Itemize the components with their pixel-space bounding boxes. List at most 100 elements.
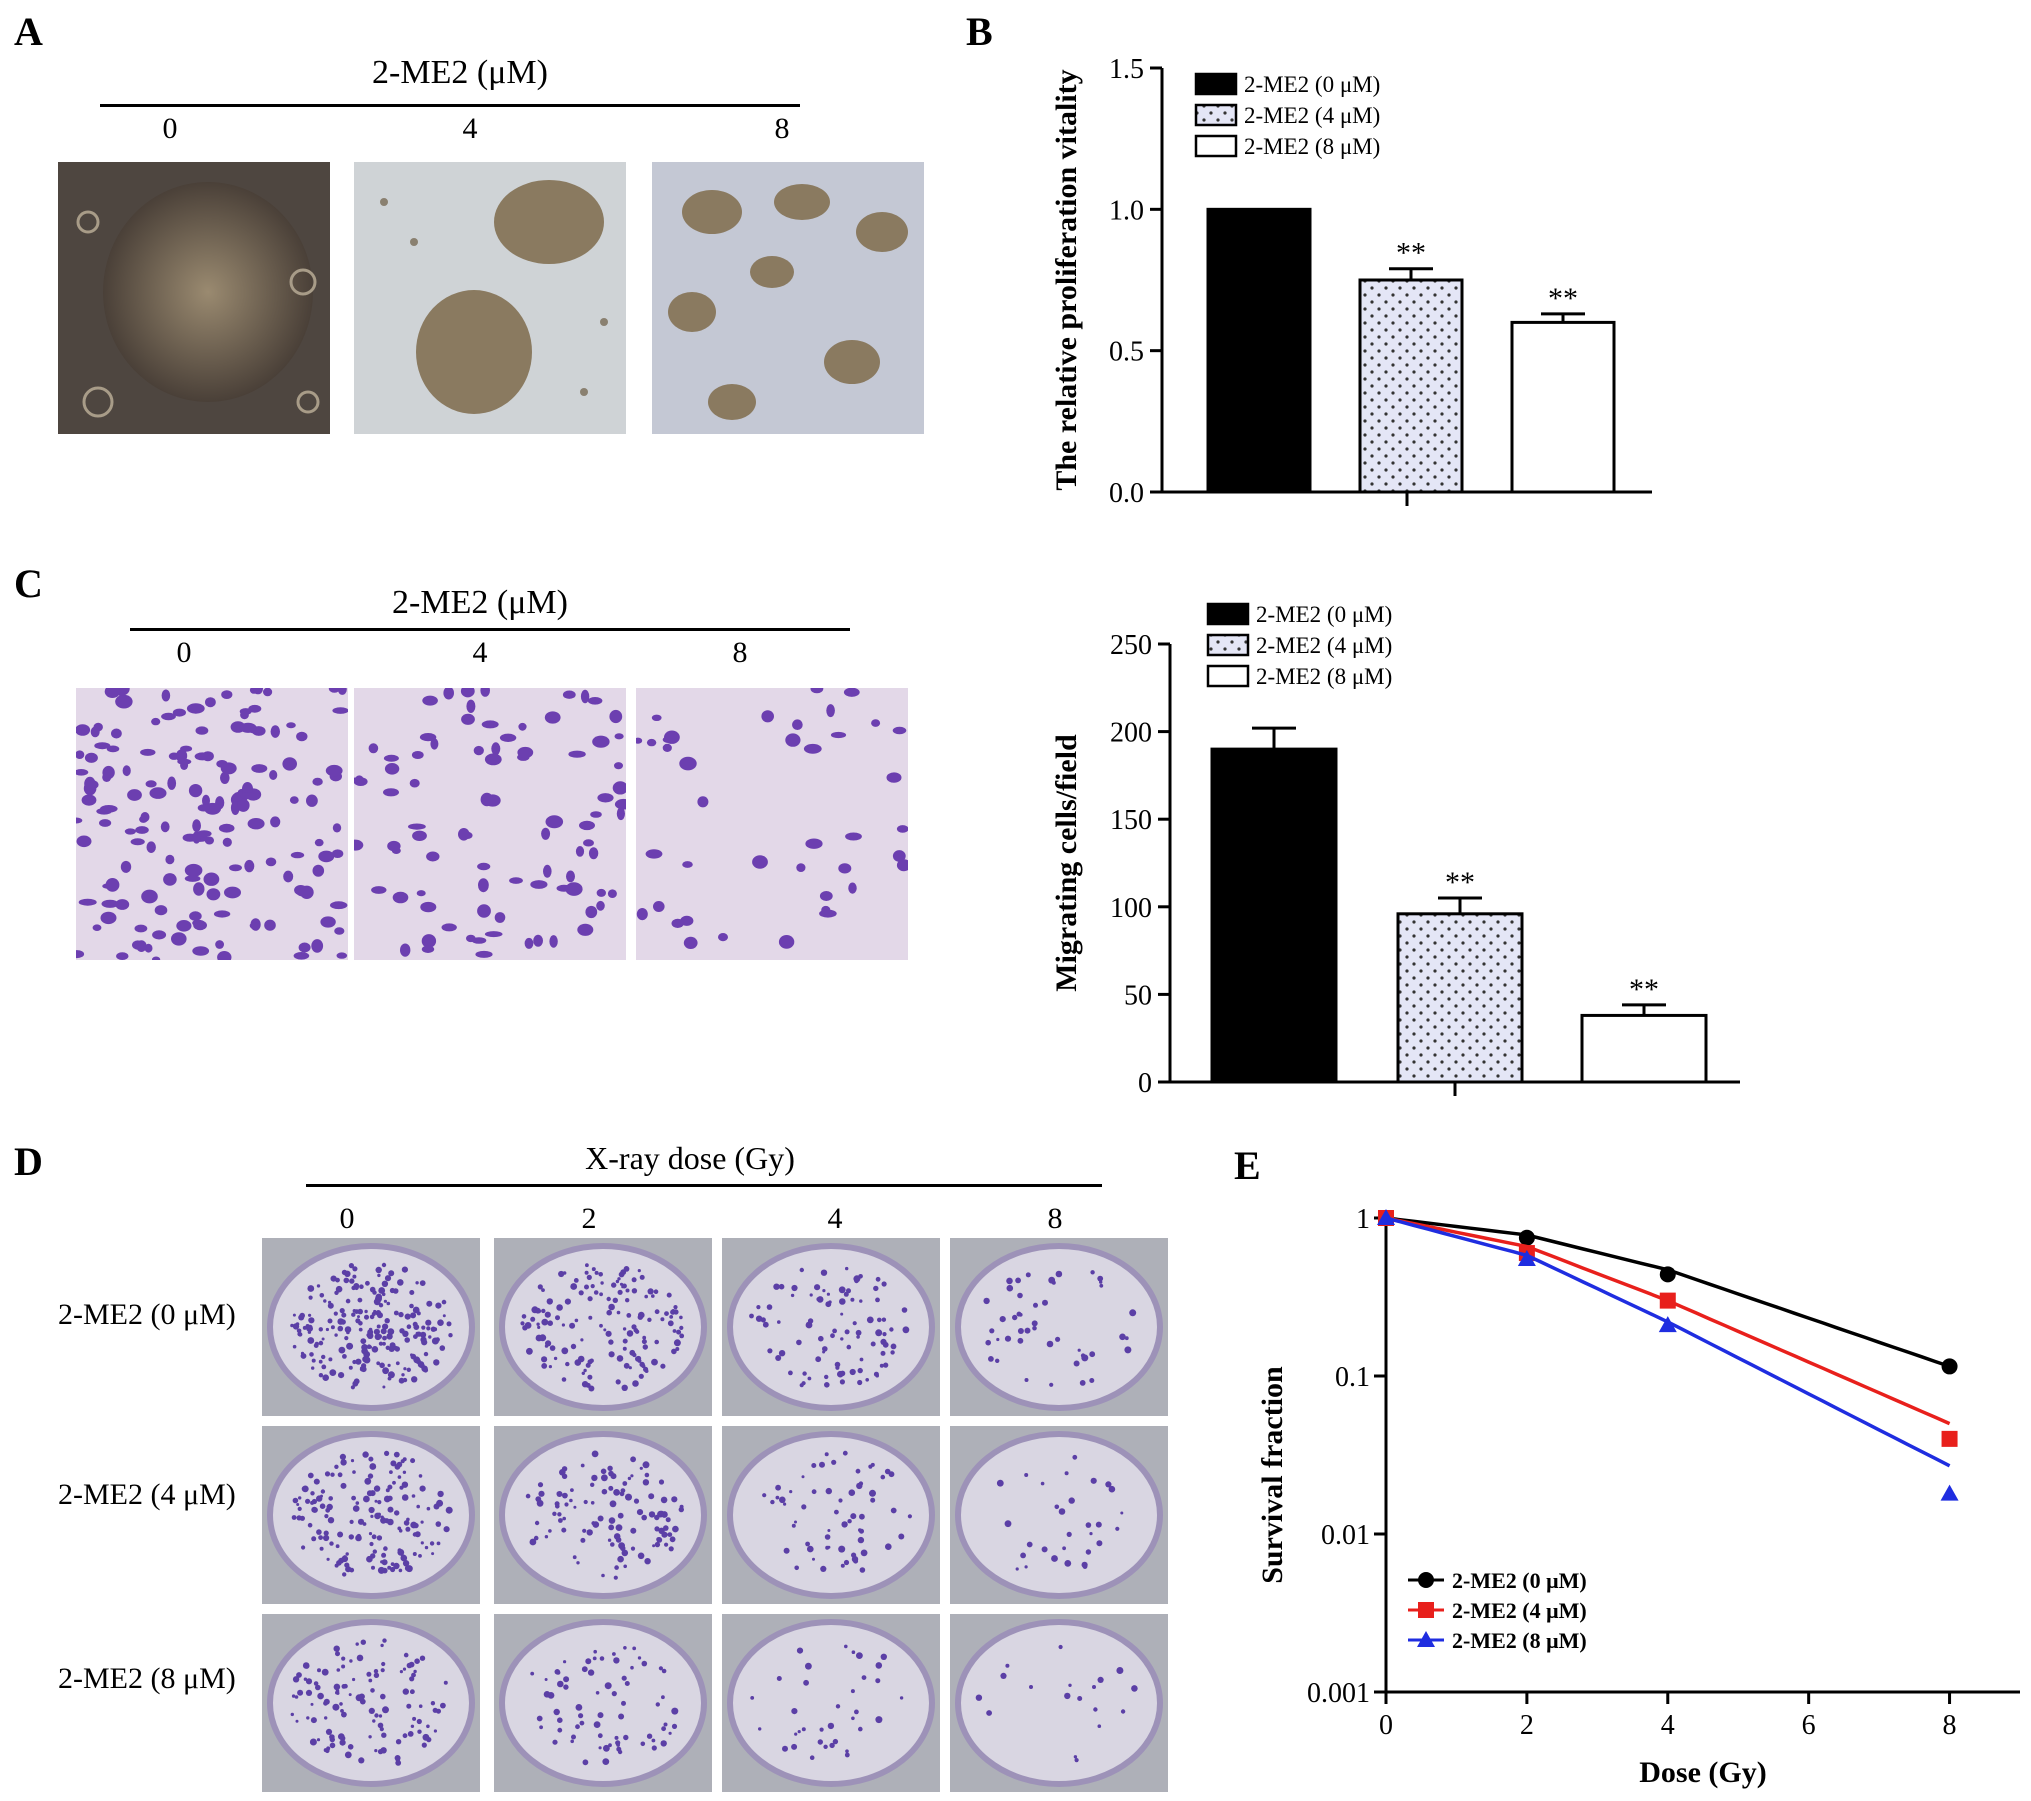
colony-dot — [553, 1356, 558, 1361]
stained-cell — [221, 690, 233, 699]
colony-dot — [1048, 1276, 1056, 1284]
colony-dot — [811, 1463, 817, 1468]
panel-a-conc-4: 4 — [462, 112, 478, 145]
colony-dot — [365, 1280, 370, 1286]
colony-dot — [605, 1330, 612, 1337]
colony-dot — [1079, 1380, 1086, 1386]
colony-dot — [1073, 1755, 1078, 1759]
colony-dot — [758, 1727, 762, 1731]
colony-dot — [380, 1517, 387, 1524]
colony-dot — [368, 1678, 373, 1683]
panel-d-row-label-4: 2-ME2 (4 μM) — [58, 1478, 236, 1511]
colony-dot — [777, 1320, 781, 1324]
colony-dot — [988, 1356, 994, 1362]
colony-dot — [631, 1288, 638, 1294]
stained-cell — [213, 910, 231, 918]
colony-dot — [654, 1339, 659, 1345]
stained-cell — [298, 942, 311, 953]
stained-cell — [270, 816, 281, 828]
data-point — [1940, 1484, 1959, 1501]
x-tick-label: 4 — [1661, 1710, 1675, 1741]
stained-cell — [383, 754, 399, 762]
colony-dot — [335, 1651, 340, 1657]
colony-dot — [387, 1518, 394, 1526]
colony-dot — [322, 1374, 329, 1381]
stained-cell — [312, 777, 323, 786]
colony-dot — [644, 1294, 648, 1299]
colony-dot — [1004, 1335, 1012, 1342]
stained-cell — [383, 788, 399, 797]
panel-c-header: 2-ME2 (μM) — [392, 584, 568, 621]
colony-dot — [809, 1755, 815, 1760]
colony-dot — [393, 1310, 399, 1316]
colony-dish-photo — [722, 1426, 940, 1604]
colony-dot — [329, 1742, 336, 1749]
colony-dot — [373, 1328, 380, 1335]
colony-dot — [591, 1267, 596, 1272]
colony-dot — [613, 1575, 618, 1580]
colony-dot — [856, 1652, 863, 1659]
stained-cell — [466, 699, 476, 713]
colony-dot — [660, 1740, 667, 1747]
legend-marker — [1417, 1631, 1435, 1647]
colony-dot — [409, 1290, 415, 1295]
stained-cell — [295, 885, 311, 897]
colony-dot — [1000, 1672, 1007, 1679]
stained-cell — [830, 731, 847, 739]
culture-well — [499, 1619, 707, 1787]
colony-dot — [902, 1326, 910, 1334]
colony-dot — [330, 1472, 335, 1477]
colony-dot — [526, 1347, 533, 1355]
colony-dot — [776, 1676, 782, 1681]
colony-dot — [850, 1513, 857, 1520]
colony-dot — [305, 1498, 311, 1504]
stained-cell — [311, 939, 324, 953]
legend-label: 2-ME2 (4 μM) — [1256, 633, 1392, 658]
colony-dot — [411, 1494, 416, 1498]
colony-dot — [543, 1691, 551, 1698]
colony-dot — [290, 1323, 294, 1328]
colony-dot — [339, 1308, 345, 1314]
stained-cell — [76, 817, 83, 824]
colony-dot — [310, 1702, 314, 1706]
colony-dot — [611, 1691, 617, 1697]
colony-dot — [555, 1315, 560, 1321]
colony-dot — [433, 1729, 437, 1733]
colony-dot — [404, 1337, 410, 1343]
colony-dot — [814, 1284, 821, 1291]
stained-cell — [283, 870, 294, 883]
stained-cell — [192, 946, 210, 956]
colony-dot — [406, 1367, 411, 1372]
colony-dot — [773, 1283, 780, 1290]
colony-dot — [617, 1289, 623, 1295]
panel-c-photo-8 — [636, 688, 908, 960]
colony-dot — [823, 1744, 828, 1749]
colony-dot — [348, 1534, 354, 1540]
colony-dot — [292, 1323, 300, 1330]
colony-dot — [374, 1333, 382, 1341]
colony-dot — [644, 1558, 651, 1565]
colony-dot — [362, 1451, 369, 1458]
stained-cell — [318, 850, 335, 863]
colony-dot — [570, 1343, 577, 1350]
colony-dot — [355, 1642, 359, 1646]
colony-dot — [644, 1369, 649, 1373]
colony-dot — [1092, 1685, 1096, 1689]
stained-cell — [96, 808, 112, 815]
colony-dot — [1090, 1477, 1097, 1484]
colony-dot — [403, 1367, 407, 1371]
colony-dot — [393, 1562, 400, 1570]
x-tick-label: 8 — [1943, 1710, 1957, 1741]
y-tick-label: 0.5 — [1109, 337, 1144, 368]
stained-cell — [565, 882, 583, 896]
colony-dot — [317, 1692, 324, 1700]
culture-well — [727, 1619, 935, 1787]
stained-cell — [172, 708, 186, 717]
colony-dot — [857, 1367, 863, 1374]
colony-dot — [520, 1321, 525, 1326]
culture-well — [955, 1243, 1163, 1411]
colony-dot — [602, 1758, 610, 1765]
colony-dot — [310, 1491, 315, 1496]
colony-dot — [875, 1716, 883, 1724]
data-point — [1658, 1316, 1677, 1333]
